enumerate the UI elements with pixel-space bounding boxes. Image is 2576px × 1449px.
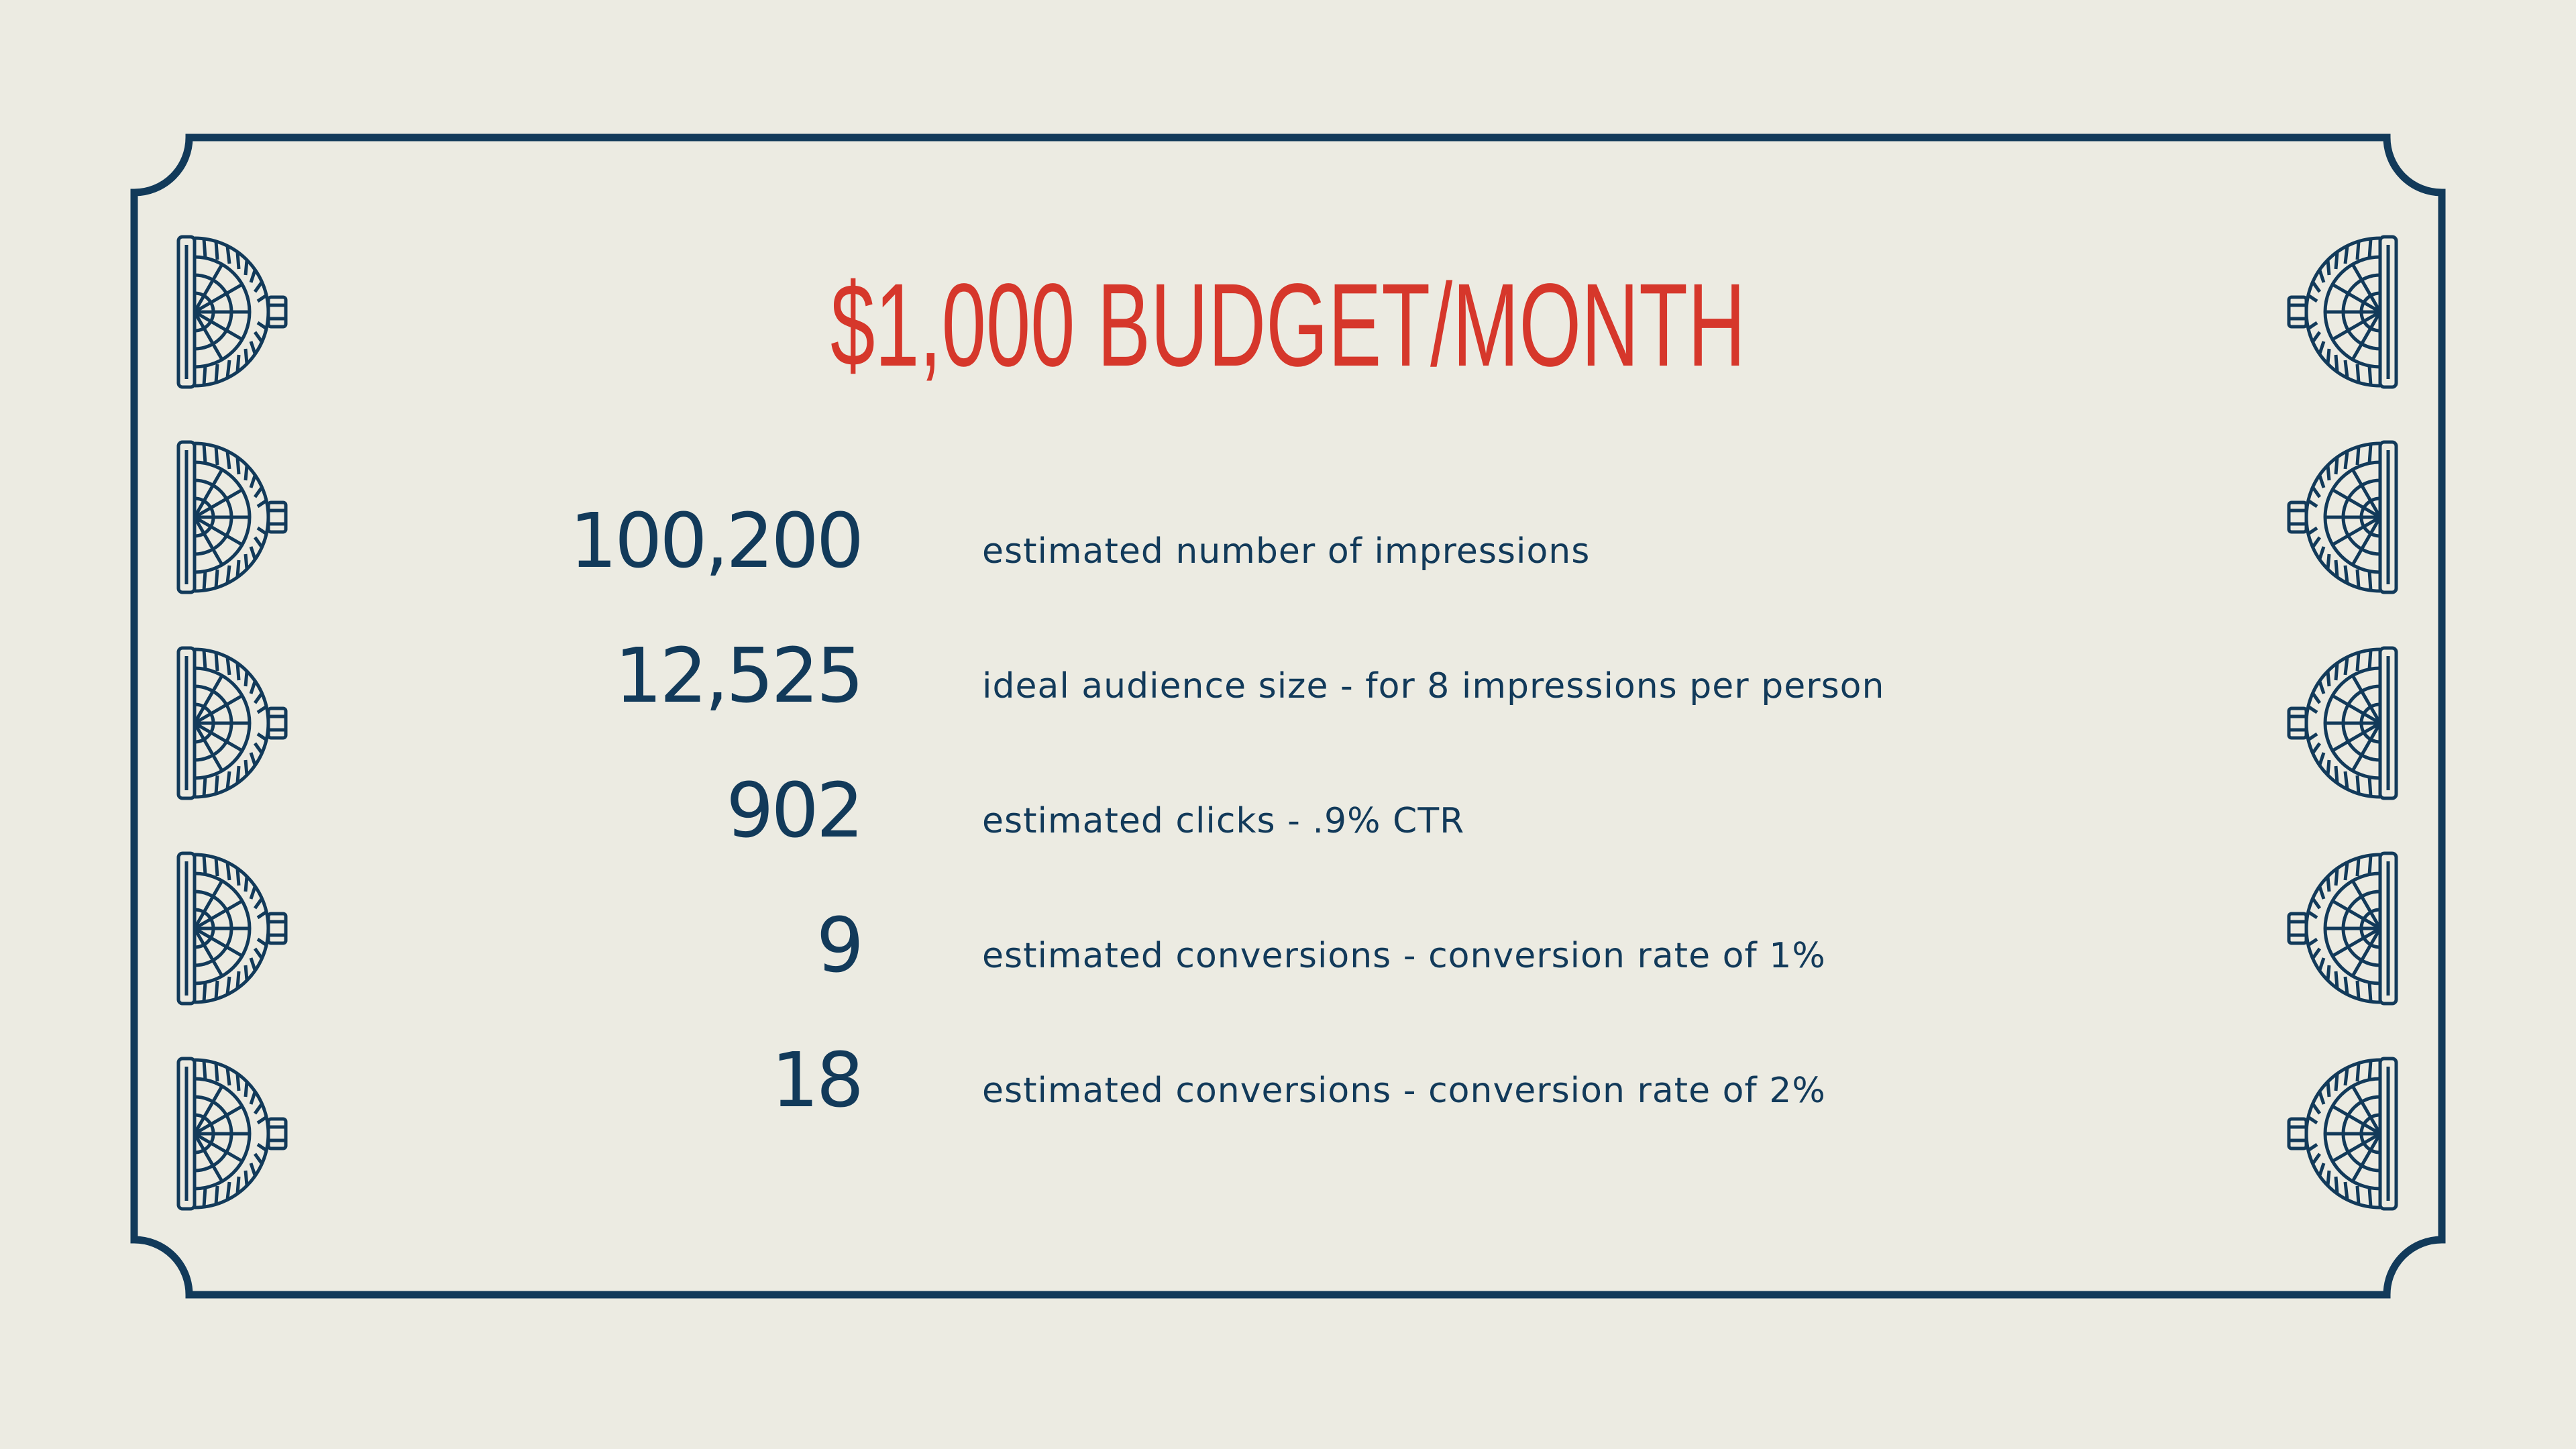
stat-label: ideal audience size - for 8 impressions … — [982, 666, 1884, 706]
stat-label: estimated clicks - .9% CTR — [982, 801, 1464, 841]
stat-value: 18 — [771, 1037, 861, 1124]
ornament — [2289, 853, 2396, 1004]
stat-label: estimated number of impressions — [982, 531, 1590, 572]
ornament — [178, 1059, 286, 1209]
ornament — [2289, 648, 2396, 798]
stat-value: 9 — [816, 902, 861, 989]
ornament — [178, 648, 286, 798]
stat-label: estimated conversions - conversion rate … — [982, 1071, 1826, 1111]
stat-value: 12,525 — [614, 633, 861, 720]
ornament — [2289, 1059, 2396, 1209]
ornament — [2289, 237, 2396, 387]
ornament — [178, 853, 286, 1004]
ornament — [178, 237, 286, 387]
stat-label: estimated conversions - conversion rate … — [982, 936, 1826, 976]
stat-value: 902 — [726, 767, 861, 855]
stats-list: 100,200 estimated number of impressions 12… — [570, 498, 1884, 1124]
ornament — [2289, 442, 2396, 592]
frame — [130, 133, 2446, 1299]
title: $1,000 BUDGET/MONTH — [830, 260, 1746, 391]
stat-value: 100,200 — [570, 498, 861, 585]
ornament — [178, 442, 286, 592]
